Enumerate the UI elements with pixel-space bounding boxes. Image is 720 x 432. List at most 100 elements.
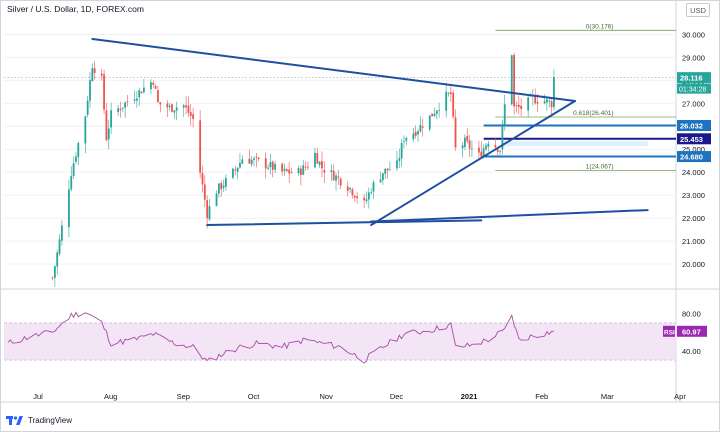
candle-body <box>428 115 431 130</box>
candle-body <box>60 225 63 241</box>
candle-body <box>100 73 103 76</box>
candle-body <box>398 158 401 161</box>
candle-body <box>157 90 159 102</box>
candle-body <box>515 105 518 106</box>
candle-body <box>234 169 237 171</box>
candle-body <box>93 68 96 73</box>
candle-body <box>281 163 284 172</box>
tradingview-logo[interactable]: TradingView <box>6 414 72 426</box>
candle-body <box>307 167 309 169</box>
candle-body <box>534 96 537 104</box>
candle-body <box>438 110 441 111</box>
fib-level-label: 1(24.067) <box>586 164 614 171</box>
candle-body <box>159 102 162 105</box>
candle-body <box>332 170 335 181</box>
candle-body <box>150 82 152 90</box>
candle-body <box>199 120 202 173</box>
candle-body <box>232 168 234 178</box>
candle-body <box>503 104 506 126</box>
candle-body <box>121 107 124 109</box>
candle-body <box>255 156 258 158</box>
candle-body <box>126 101 129 102</box>
candle-body <box>68 189 70 228</box>
x-tick-label: Mar <box>601 392 614 401</box>
candle-body <box>381 173 384 181</box>
candle-body <box>433 113 436 116</box>
candle-body <box>403 141 405 143</box>
candle-body <box>75 156 77 162</box>
candle-body <box>349 187 351 190</box>
candle-body <box>267 167 269 169</box>
candle-body <box>103 74 105 110</box>
candle-body <box>501 123 504 150</box>
candle-body <box>431 113 433 117</box>
y-tick-label: 30.000 <box>682 30 705 39</box>
candle-body <box>386 168 389 171</box>
candle-body <box>297 168 300 174</box>
candle-body <box>51 277 54 279</box>
candle-body <box>466 135 469 142</box>
rsi-tick-label: 40.00 <box>682 347 701 356</box>
rsi-value-box <box>677 325 707 337</box>
candle-body <box>452 92 455 117</box>
candle-body <box>241 159 244 164</box>
candle-body <box>206 200 209 219</box>
candle-body <box>485 145 487 150</box>
candle-body <box>510 55 513 105</box>
candle-body <box>117 108 120 112</box>
lower-triangle-line[interactable] <box>370 99 577 226</box>
upper-triangle-line[interactable] <box>91 37 577 102</box>
candle-body <box>192 114 195 119</box>
candle-body <box>86 100 89 115</box>
candle-body <box>482 148 485 157</box>
candle-body <box>517 104 520 108</box>
candle-body <box>421 126 424 128</box>
candle-body <box>346 186 349 191</box>
price-label-box <box>677 72 711 84</box>
y-tick-label: 24.000 <box>682 168 705 177</box>
x-tick-label: Sep <box>177 392 190 401</box>
candle-body <box>236 167 239 172</box>
candle-body <box>316 152 319 164</box>
tradingview-icon <box>6 416 23 425</box>
candle-body <box>175 107 178 111</box>
candle-body <box>471 148 473 150</box>
base-line[interactable] <box>206 219 483 226</box>
candle-body <box>56 252 59 267</box>
candle-body <box>225 177 227 187</box>
y-tick-label: 23.000 <box>682 191 705 200</box>
candle-body <box>445 91 448 111</box>
candle-body <box>435 110 438 115</box>
rsi-tick-label: 80.00 <box>682 310 701 319</box>
rsi-line <box>7 311 554 364</box>
y-tick-label: 25.000 <box>682 145 705 154</box>
candle-body <box>454 117 457 148</box>
candle-body <box>351 189 354 196</box>
candle-body <box>536 102 539 104</box>
candle-body <box>203 184 206 200</box>
candle-body <box>152 82 155 85</box>
candle-body <box>107 128 110 140</box>
rsi-band <box>4 322 676 361</box>
candle-body <box>264 158 267 169</box>
candle-body <box>154 86 157 89</box>
candle-body <box>173 110 176 113</box>
price-label-box <box>677 133 711 145</box>
currency-button[interactable]: USD <box>686 3 710 17</box>
candle-body <box>499 150 501 152</box>
candle-body <box>285 169 288 172</box>
candle-body <box>314 152 316 168</box>
candle-body <box>187 105 190 113</box>
price-label-box <box>677 151 711 163</box>
candle-body <box>269 162 272 168</box>
candle-body <box>288 169 291 174</box>
candle-body <box>58 239 61 254</box>
candle-body <box>463 137 466 147</box>
y-tick-label: 21.000 <box>682 237 705 246</box>
candle-body <box>323 169 326 173</box>
candle-body <box>330 170 333 172</box>
candle-body <box>189 112 192 116</box>
long-support-line[interactable] <box>370 209 649 223</box>
